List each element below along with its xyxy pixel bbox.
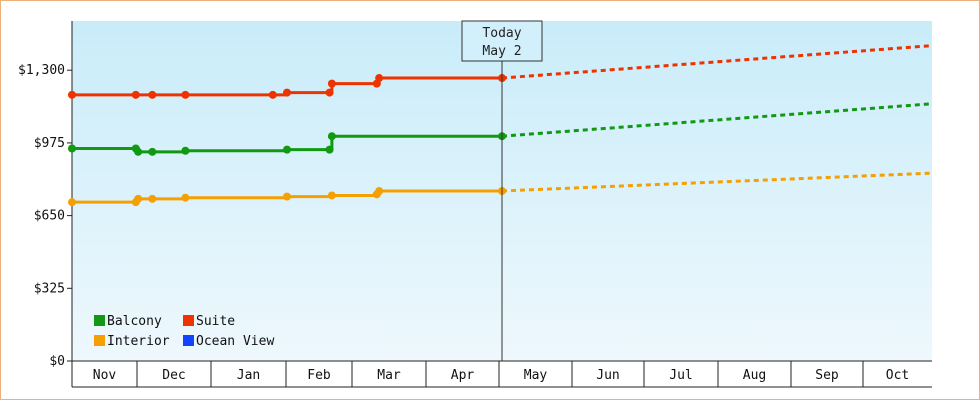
y-tick-label: $325 bbox=[34, 281, 65, 296]
series-balcony bbox=[68, 102, 933, 156]
data-point bbox=[375, 74, 384, 83]
x-tick-label: Aug bbox=[743, 368, 766, 383]
x-tick-label: Jul bbox=[669, 368, 692, 383]
x-tick-label: May bbox=[524, 368, 548, 383]
data-point bbox=[327, 191, 336, 200]
legend: Balcony Suite Interior Ocean View bbox=[94, 314, 274, 349]
x-tick-label: Feb bbox=[307, 368, 331, 383]
data-point bbox=[68, 144, 76, 153]
legend-label: Balcony bbox=[107, 314, 162, 329]
data-point bbox=[268, 90, 277, 99]
data-point bbox=[68, 90, 76, 99]
data-point bbox=[375, 187, 384, 195]
legend-swatch bbox=[183, 335, 194, 346]
legend-swatch bbox=[94, 335, 105, 346]
legend-label: Suite bbox=[196, 314, 235, 329]
y-tick-label: $0 bbox=[49, 354, 65, 369]
x-tick-label: Jun bbox=[596, 368, 619, 383]
data-point bbox=[283, 145, 291, 154]
data-point bbox=[148, 147, 157, 156]
today-marker: Today May 2 bbox=[461, 20, 543, 361]
y-tick-label: $1,300 bbox=[18, 63, 65, 78]
y-tick-label: $650 bbox=[34, 209, 65, 224]
data-point bbox=[325, 88, 334, 97]
legend-swatch bbox=[94, 315, 105, 326]
x-tick-label: Sep bbox=[815, 368, 839, 383]
data-point bbox=[131, 90, 140, 99]
data-point bbox=[181, 193, 190, 202]
data-point bbox=[134, 147, 143, 156]
data-point bbox=[68, 198, 76, 207]
x-tick-label: Mar bbox=[377, 368, 401, 383]
data-point bbox=[134, 194, 143, 203]
today-title: Today bbox=[482, 26, 521, 41]
series-suite bbox=[68, 44, 933, 99]
data-point bbox=[325, 145, 334, 154]
data-point bbox=[327, 79, 336, 88]
data-point bbox=[181, 146, 190, 155]
data-point bbox=[283, 88, 291, 97]
y-tick-label: $975 bbox=[34, 136, 65, 151]
y-axis: $0 $325 $650 $975 $1,300 bbox=[18, 21, 73, 369]
data-point bbox=[148, 194, 157, 203]
x-tick-label: Nov bbox=[93, 368, 117, 383]
legend-label: Ocean View bbox=[196, 334, 274, 349]
data-point bbox=[181, 90, 190, 99]
data-point bbox=[327, 132, 336, 141]
data-point bbox=[283, 192, 291, 201]
today-date: May 2 bbox=[482, 44, 521, 59]
legend-swatch bbox=[183, 315, 194, 326]
legend-label: Interior bbox=[107, 334, 170, 349]
x-tick-label: Dec bbox=[162, 368, 185, 383]
data-point bbox=[148, 90, 157, 99]
x-axis: Nov Dec Jan Feb Mar Apr May Jun Jul Aug Sep Oct bbox=[71, 360, 932, 388]
x-tick-label: Jan bbox=[237, 368, 260, 383]
today-box bbox=[461, 20, 543, 62]
x-tick-label: Apr bbox=[451, 368, 475, 383]
x-tick-label: Oct bbox=[886, 368, 909, 383]
